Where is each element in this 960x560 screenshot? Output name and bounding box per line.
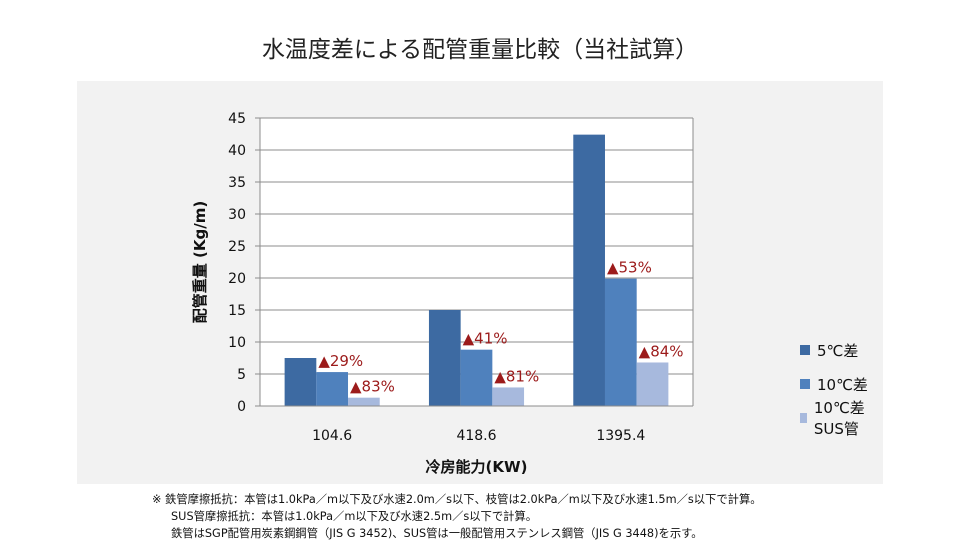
legend-label-5c: 5℃差: [817, 341, 859, 360]
legend-label-10c: 10℃差: [817, 375, 868, 394]
reduction-label: ▲53%: [607, 259, 652, 277]
bar-5c: [428, 310, 461, 406]
bar-chart: 0 5 10 15 20 25 30 35 40 45 ▲29% ▲83% 104.6 ▲41% ▲81% 4…: [191, 111, 694, 476]
bar-10c-sus: [636, 362, 669, 406]
x-tick-label: 1395.4: [596, 428, 645, 444]
bar-10c-sus: [492, 387, 525, 406]
bar-5c: [573, 134, 605, 406]
y-tick-label: 35: [228, 175, 246, 191]
y-tick-label: 10: [228, 335, 246, 351]
legend-label-10c-sus: 10℃差 SUS管: [813, 399, 865, 438]
x-tick-label: 418.6: [456, 428, 496, 444]
footnote-sus: SUS管摩擦抵抗：本管は1.0kPa／m以下及び水速2.5m／s以下で計算。: [171, 510, 538, 523]
y-tick-label: 30: [228, 207, 246, 223]
y-tick-label: 40: [228, 143, 246, 159]
bar-10c: [460, 349, 493, 406]
legend-swatch-5c: [800, 345, 810, 355]
page-title: 水温度差による配管重量比較（当社試算）: [261, 37, 699, 63]
legend-swatch-10c-sus: [800, 413, 807, 423]
reduction-label: ▲29%: [318, 352, 363, 370]
legend-item-10c-sus: 10℃差 SUS管: [800, 399, 883, 438]
y-axis-title: 配管重量 (Kg/m): [191, 201, 209, 323]
legend-item-5c: 5℃差: [800, 333, 883, 367]
reduction-label: ▲84%: [639, 342, 684, 360]
y-tick-label: 20: [228, 271, 246, 287]
footnote-materials: 鉄管はSGP配管用炭素鋼鋼管（JIS G 3452)、SUS管は一般配管用ステン…: [171, 527, 703, 540]
bar-10c-sus: [348, 397, 380, 406]
chart-legend: 5℃差 10℃差 10℃差 SUS管: [800, 333, 883, 438]
y-tick-label: 0: [237, 399, 246, 415]
reduction-label: ▲81%: [494, 367, 539, 385]
reduction-label: ▲83%: [350, 378, 395, 396]
y-tick-label: 25: [228, 239, 246, 255]
footnote-steel: ※ 鉄管摩擦抵抗：本管は1.0kPa／m以下及び水速2.0m／s以下、枝管は2.…: [152, 493, 762, 506]
x-axis-title: 冷房能力(KW): [426, 458, 528, 476]
chart-panel: 0 5 10 15 20 25 30 35 40 45 ▲29% ▲83% 104.6 ▲41% ▲81% 4…: [77, 81, 883, 484]
bar-10c: [604, 278, 637, 406]
y-tick-label: 5: [237, 367, 246, 383]
y-tick-label: 15: [228, 303, 246, 319]
bar-10c: [316, 372, 349, 406]
y-tick-label: 45: [228, 111, 246, 127]
bar-5c: [284, 358, 317, 406]
footnotes: ※ 鉄管摩擦抵抗：本管は1.0kPa／m以下及び水速2.0m／s以下、枝管は2.…: [152, 491, 762, 542]
legend-swatch-10c: [800, 379, 810, 389]
legend-item-10c: 10℃差: [800, 367, 883, 401]
reduction-label: ▲41%: [463, 330, 508, 348]
x-tick-label: 104.6: [312, 428, 352, 444]
